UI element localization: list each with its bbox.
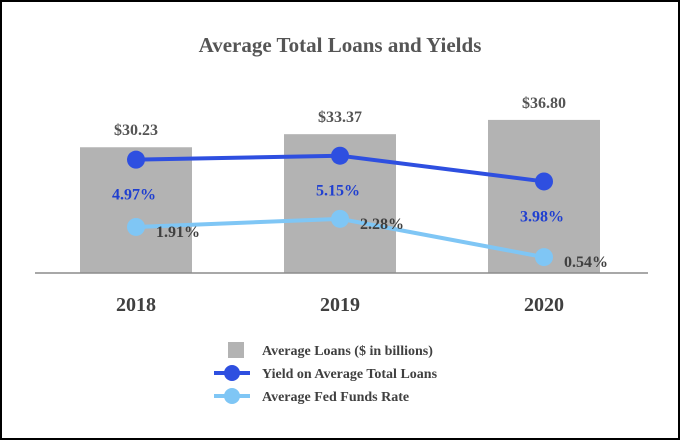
yield-point — [535, 172, 553, 191]
bar-value-label: $30.23 — [114, 122, 158, 139]
chart-title: Average Total Loans and Yields — [199, 33, 482, 57]
legend-label: Average Fed Funds Rate — [262, 390, 409, 405]
x-tick-labels: 2018 2019 2020 — [116, 294, 564, 316]
lines-layer — [127, 146, 553, 267]
legend-label: Average Loans ($ in billions) — [262, 344, 433, 359]
bar-value-label: $36.80 — [522, 95, 566, 112]
fed-funds-point — [535, 248, 553, 267]
bar-value-label: $33.37 — [318, 109, 362, 126]
x-tick-label: 2019 — [320, 294, 360, 316]
yield-value-label: 5.15% — [316, 183, 360, 200]
yield-point — [127, 150, 145, 169]
fed-funds-point — [331, 209, 349, 228]
labels-layer: $30.23 $33.37 $36.80 4.97% 5.15% 3.98% 1.91% 2.… — [112, 95, 608, 271]
legend-swatch-marker — [224, 388, 240, 404]
bar-2020 — [488, 119, 600, 273]
yield-point — [331, 146, 349, 165]
x-tick-label: 2020 — [524, 294, 564, 316]
fed-funds-point — [127, 217, 145, 236]
legend-label: Yield on Average Total Loans — [262, 367, 438, 382]
legend-swatch-bar — [228, 342, 244, 358]
fed-funds-value-label: 0.54% — [564, 254, 608, 271]
fed-funds-value-label: 1.91% — [156, 224, 200, 241]
yield-value-label: 3.98% — [520, 208, 564, 225]
x-tick-label: 2018 — [116, 294, 156, 316]
yield-value-label: 4.97% — [112, 187, 156, 204]
fed-funds-value-label: 2.28% — [360, 216, 404, 233]
legend: Average Loans ($ in billions) Yield on Av… — [214, 342, 438, 405]
legend-swatch-marker — [224, 365, 240, 381]
